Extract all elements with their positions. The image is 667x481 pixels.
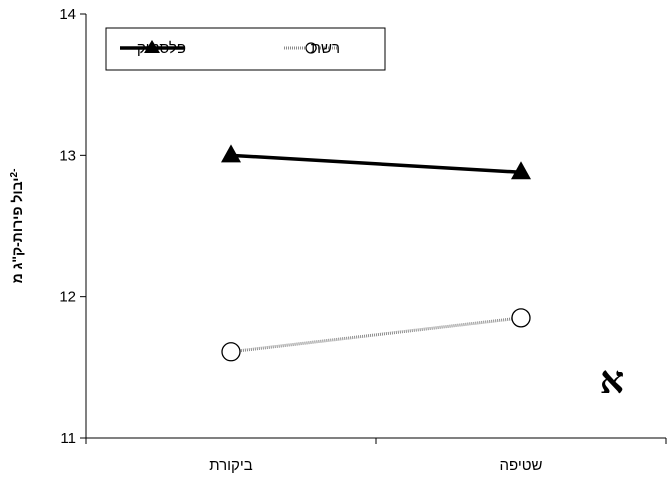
- panel-label: א: [600, 357, 624, 402]
- y-axis-label-text: יבול פירות-ק"ג מ: [9, 177, 25, 283]
- series-layer: [221, 144, 531, 362]
- x-ticks: ביקורת שטיפה: [85, 438, 667, 474]
- series-line-0: [230, 153, 522, 175]
- legend-label-plastic: פלסטיק: [137, 40, 186, 57]
- y-tick-label: 11: [60, 430, 76, 447]
- y-axis-label-superscript: -2: [9, 169, 20, 178]
- legend-marker-plastic: [144, 40, 160, 53]
- x-tick-label: ביקורת: [209, 457, 253, 474]
- y-axis-label: -2יבול פירות-ק"ג מ: [9, 169, 25, 284]
- legend: פלסטיק רשת: [105, 27, 386, 71]
- data-point-circle: [511, 308, 531, 328]
- y-tick-label: 14: [59, 6, 76, 23]
- y-ticks: 11 12 13 14: [59, 6, 86, 447]
- y-tick-label: 13: [59, 147, 76, 164]
- data-point-triangle: [511, 161, 531, 180]
- y-tick-label: 12: [59, 289, 76, 306]
- series-line-1: [230, 316, 522, 354]
- x-tick-label: שטיפה: [500, 457, 543, 474]
- legend-box: [105, 27, 386, 71]
- legend-label-mesh: רשת: [311, 40, 340, 57]
- data-point-triangle: [221, 144, 241, 163]
- data-point-circle: [221, 342, 241, 362]
- legend-marker-mesh: [305, 42, 317, 54]
